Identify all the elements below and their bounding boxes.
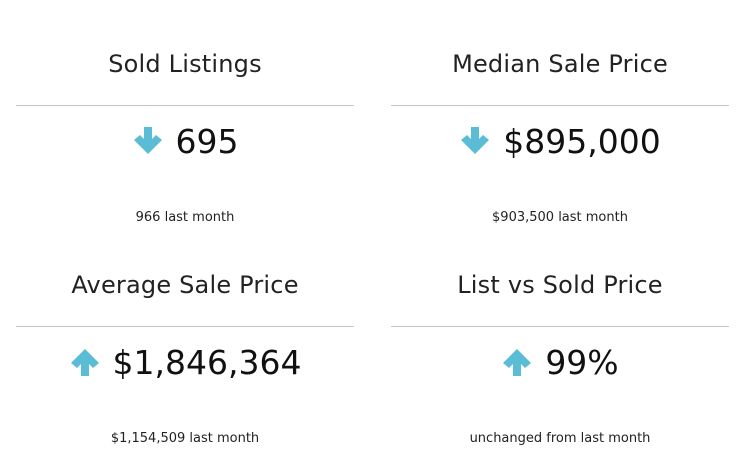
stat-value-row: 99% bbox=[391, 327, 729, 397]
stat-card-sold-listings: Sold Listings 695 966 last month bbox=[16, 23, 354, 225]
arrow-up-icon bbox=[69, 346, 101, 378]
stat-card-list-vs-sold-price: List vs Sold Price 99% unchanged from la… bbox=[391, 244, 729, 446]
divider bbox=[391, 326, 729, 327]
arrow-down-icon bbox=[132, 125, 164, 157]
divider bbox=[16, 326, 354, 327]
arrow-up-icon bbox=[501, 346, 533, 378]
stat-title: Sold Listings bbox=[108, 50, 262, 78]
stat-comparison: $1,154,509 last month bbox=[110, 431, 260, 446]
stat-value: $895,000 bbox=[503, 121, 661, 161]
stat-value: 99% bbox=[545, 342, 619, 382]
stat-value: 695 bbox=[175, 121, 239, 161]
divider bbox=[391, 105, 729, 106]
stat-title: List vs Sold Price bbox=[457, 271, 663, 299]
stat-card-median-sale-price: Median Sale Price $895,000 $903,500 last… bbox=[391, 23, 729, 225]
stat-value-row: $895,000 bbox=[391, 106, 729, 176]
stat-comparison: unchanged from last month bbox=[469, 431, 651, 446]
arrow-down-icon bbox=[459, 125, 491, 157]
stat-title: Average Sale Price bbox=[71, 271, 299, 299]
stat-title: Median Sale Price bbox=[452, 50, 668, 78]
stat-comparison: $903,500 last month bbox=[492, 210, 628, 225]
stat-value: $1,846,364 bbox=[112, 342, 302, 382]
stat-card-average-sale-price: Average Sale Price $1,846,364 $1,154,509… bbox=[16, 244, 354, 446]
divider bbox=[16, 105, 354, 106]
stat-value-row: $1,846,364 bbox=[16, 327, 354, 397]
stat-value-row: 695 bbox=[16, 106, 354, 176]
stat-comparison: 966 last month bbox=[135, 210, 235, 225]
